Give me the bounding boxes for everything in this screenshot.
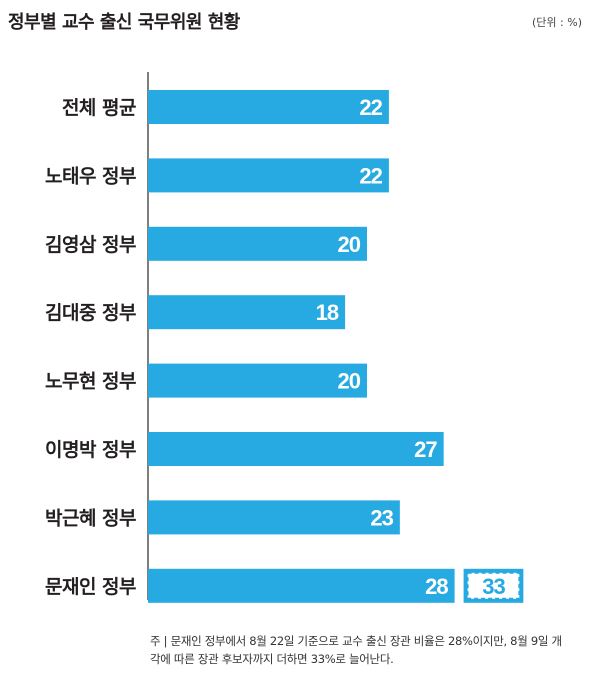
bar-value-label: 23 bbox=[370, 505, 393, 530]
bar bbox=[148, 90, 389, 124]
extra-bar-inner bbox=[466, 571, 521, 600]
bar-value-label: 27 bbox=[414, 437, 437, 462]
category-label: 노태우 정부 bbox=[45, 165, 136, 187]
bar-chart: 전체 평균 22 노태우 정부 22 김영삼 정부 20 김대중 정부 18 노무현 정부 20 이… bbox=[45, 72, 524, 603]
bar-value-label: 20 bbox=[338, 369, 361, 394]
category-label: 박근혜 정부 bbox=[45, 507, 136, 529]
category-label: 문재인 정부 bbox=[45, 576, 136, 598]
chart-title: 정부별 교수 출신 국무위원 현황 bbox=[8, 12, 240, 33]
bar bbox=[148, 568, 455, 603]
footnote: 주 | 문재인 정부에서 8월 22일 기준으로 교수 출신 장관 비율은 28… bbox=[150, 634, 562, 666]
bar-value-label: 20 bbox=[338, 232, 361, 257]
category-label: 전체 평균 bbox=[62, 97, 136, 119]
category-label: 노무현 정부 bbox=[45, 371, 136, 393]
category-label: 김영삼 정부 bbox=[45, 234, 136, 256]
bar bbox=[148, 500, 400, 535]
bar bbox=[148, 226, 367, 261]
bar bbox=[148, 295, 346, 330]
category-label: 이명박 정부 bbox=[45, 439, 136, 461]
bar bbox=[148, 363, 367, 398]
bar-value-label: 22 bbox=[359, 95, 382, 120]
bar bbox=[148, 158, 389, 193]
bar bbox=[148, 432, 444, 466]
bar-value-label: 22 bbox=[359, 163, 382, 188]
category-label: 김대중 정부 bbox=[45, 302, 136, 324]
extra-value-label: 33 bbox=[482, 574, 505, 599]
bar-value-label: 28 bbox=[425, 574, 448, 599]
bar-value-label: 18 bbox=[316, 300, 339, 325]
unit-label: (단위 : %) bbox=[532, 16, 582, 29]
